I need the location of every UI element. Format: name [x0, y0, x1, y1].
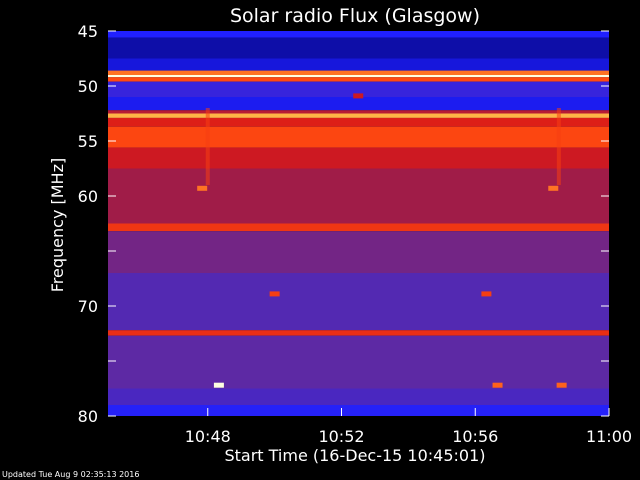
band-7: [108, 97, 609, 111]
band-13: [108, 168, 609, 224]
streak-9: [556, 108, 561, 185]
y-axis-label: Frequency [MHz]: [48, 158, 67, 292]
band-14: [108, 223, 609, 232]
burst-0: [213, 382, 224, 388]
chart-title: Solar radio Flux (Glasgow): [230, 5, 480, 27]
axis-ticks: [108, 30, 610, 417]
burst-2: [556, 382, 567, 388]
heatmap-bands: [108, 31, 609, 416]
band-19: [108, 388, 609, 405]
band-2: [108, 58, 609, 71]
streak-8: [205, 108, 210, 185]
burst-6: [269, 291, 280, 297]
band-8: [108, 110, 609, 114]
band-3: [108, 70, 609, 75]
band-11: [108, 126, 609, 148]
x-tick-label: 10:52: [318, 427, 364, 446]
band-0: [108, 31, 609, 38]
burst-3: [197, 185, 208, 191]
x-tick-labels: 10:48 10:52 10:56 11:00: [185, 427, 632, 446]
x-tick-label: 10:48: [185, 427, 231, 446]
band-1: [108, 37, 609, 59]
burst-4: [548, 185, 559, 191]
band-16: [108, 273, 609, 331]
burst-5: [353, 93, 364, 99]
band-18: [108, 335, 609, 389]
y-tick-label: 45: [78, 22, 98, 41]
band-5: [108, 77, 609, 82]
heatmap-features: [197, 93, 567, 388]
heatmap-plot-area: [108, 30, 610, 417]
band-4: [108, 75, 609, 78]
x-tick-label: 11:00: [586, 427, 632, 446]
y-tick-label: 60: [78, 187, 98, 206]
band-17: [108, 330, 609, 336]
y-tick-label: 80: [78, 407, 98, 426]
band-10: [108, 117, 609, 127]
y-tick-label: 50: [78, 77, 98, 96]
y-tick-label: 70: [78, 297, 98, 316]
burst-1: [492, 382, 503, 388]
x-tick-label: 10:56: [452, 427, 498, 446]
band-9: [108, 113, 609, 118]
x-axis-label: Start Time (16-Dec-15 10:45:01): [224, 446, 485, 465]
band-15: [108, 231, 609, 273]
burst-7: [481, 291, 492, 297]
band-20: [108, 405, 609, 416]
y-tick-labels: 45 50 55 60 70 80: [78, 22, 98, 426]
y-tick-label: 55: [78, 132, 98, 151]
band-6: [108, 81, 609, 97]
updated-timestamp: Updated Tue Aug 9 02:35:13 2016: [2, 470, 140, 479]
band-12: [108, 147, 609, 169]
